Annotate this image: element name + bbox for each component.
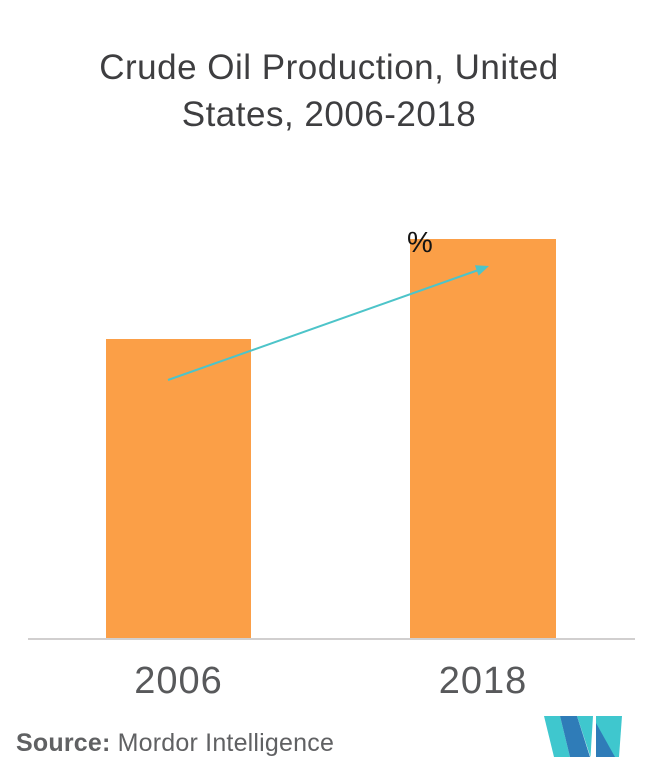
x-axis-baseline (28, 638, 635, 640)
x-tick-2018: 2018 (438, 660, 528, 702)
logo-m-right-teal-wedge (577, 716, 593, 757)
chart-title: Crude Oil Production, United States, 200… (0, 44, 658, 138)
bar-2006 (106, 339, 251, 638)
logo-i-blue-wedge (596, 723, 615, 757)
source-spacer (110, 729, 117, 757)
source-label: Source: (16, 729, 111, 757)
logo-m-left-teal-stroke (544, 716, 570, 757)
chart-title-line-1: Crude Oil Production, United (99, 48, 559, 87)
mordor-intelligence-logo (544, 716, 622, 757)
chart-title-line-2: States, 2006-2018 (181, 95, 477, 134)
bar-2018 (410, 239, 556, 638)
source-line: Source: Mordor Intelligence (16, 729, 334, 758)
source-value: Mordor Intelligence (117, 729, 335, 757)
growth-annotation-label: % (407, 227, 433, 259)
logo-m-middle-blue-stroke (560, 716, 590, 757)
x-tick-2006: 2006 (134, 660, 223, 702)
